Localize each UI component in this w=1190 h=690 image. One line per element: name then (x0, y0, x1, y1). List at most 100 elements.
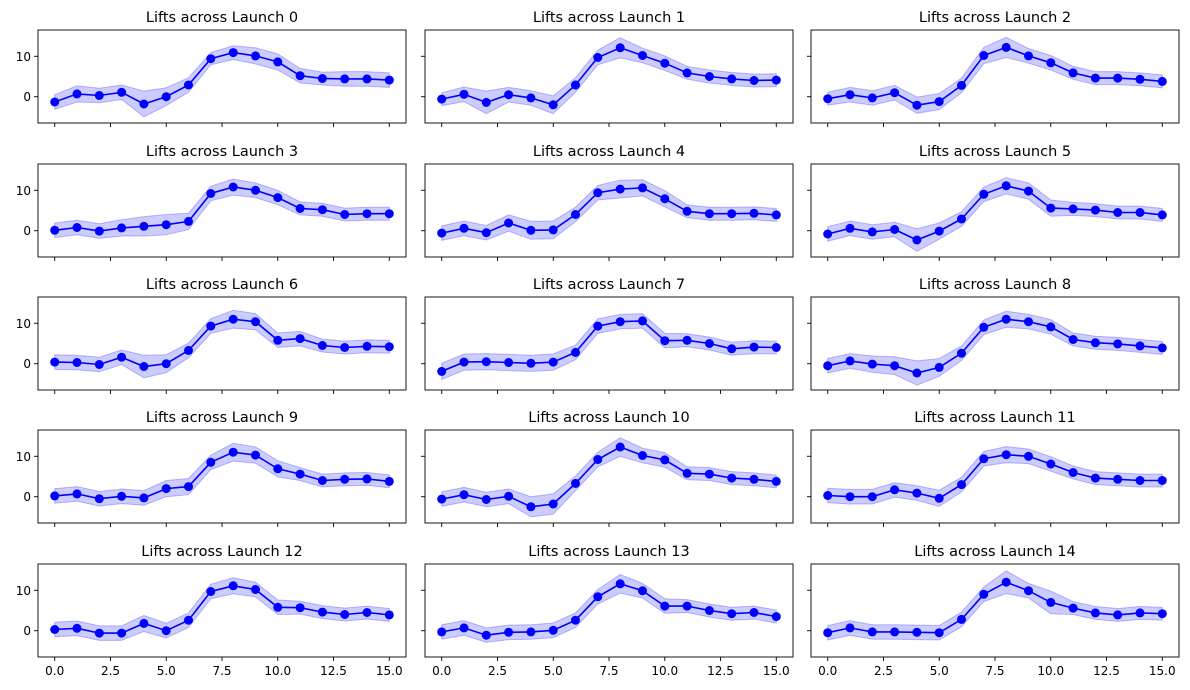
data-point (317, 74, 327, 83)
data-point (459, 490, 469, 500)
data-point (94, 226, 104, 236)
data-point (437, 366, 447, 376)
data-point (771, 612, 781, 622)
data-point (1113, 610, 1123, 620)
data-point (459, 89, 469, 99)
data-point (273, 57, 283, 67)
data-point (526, 502, 536, 512)
subplot-11: Lifts across Launch 11 (807, 410, 1180, 527)
data-point (206, 321, 216, 331)
data-point (548, 625, 558, 635)
series-line (827, 184, 1163, 241)
data-point (890, 88, 900, 98)
data-point (251, 585, 260, 594)
data-point (890, 485, 900, 495)
data-point (934, 362, 944, 372)
data-point (912, 235, 922, 245)
y-tick-label: 0 (23, 224, 31, 238)
x-tick-label: 12.5 (320, 664, 347, 678)
x-tick-label: 7.5 (212, 664, 231, 678)
data-point (228, 314, 238, 324)
data-point (704, 606, 714, 615)
data-point (704, 209, 714, 219)
data-point (50, 357, 60, 367)
data-point (273, 602, 283, 612)
x-tick-label: 12.5 (707, 664, 734, 678)
data-point (682, 601, 692, 611)
data-point (823, 491, 833, 500)
data-point (340, 74, 350, 84)
data-point (1157, 343, 1167, 353)
data-point (727, 209, 737, 219)
series-line (54, 186, 390, 232)
data-point (362, 341, 372, 351)
data-point (638, 451, 647, 460)
data-point (481, 97, 491, 107)
data-point (139, 362, 149, 371)
data-point (481, 495, 491, 504)
data-point (704, 469, 714, 479)
data-point (979, 51, 989, 60)
data-point (139, 493, 149, 503)
data-point (1135, 208, 1145, 217)
data-point (1157, 210, 1167, 220)
subplot-2: Lifts across Launch 2 (807, 10, 1180, 127)
series-line (441, 320, 777, 373)
data-point (660, 58, 670, 68)
data-point (934, 97, 944, 107)
data-point (72, 89, 82, 99)
data-point (571, 615, 580, 625)
data-point (660, 601, 670, 611)
data-point (504, 627, 514, 637)
y-tick-label: 0 (23, 624, 31, 638)
series-line (827, 453, 1163, 500)
data-point (593, 455, 603, 464)
data-point (1135, 74, 1145, 84)
data-point (890, 225, 900, 234)
subplot-title: Lifts across Launch 3 (146, 144, 298, 160)
data-point (934, 226, 944, 236)
data-point (72, 623, 82, 633)
data-point (823, 229, 833, 239)
subplot-7: Lifts across Launch 7 (421, 277, 794, 394)
data-point (571, 478, 580, 488)
series-line (441, 187, 777, 234)
data-point (1113, 73, 1123, 83)
data-point (317, 607, 327, 617)
data-point (771, 75, 781, 85)
data-point (504, 358, 514, 367)
confidence-band (441, 179, 777, 242)
data-point (979, 322, 989, 332)
subplot-title: Lifts across Launch 4 (533, 144, 685, 160)
x-tick-label: 10.0 (1037, 664, 1064, 678)
data-point (1090, 473, 1100, 483)
x-tick-label: 0.0 (818, 664, 837, 678)
x-tick-label: 7.5 (985, 664, 1004, 678)
confidence-band (827, 36, 1163, 114)
data-point (1090, 608, 1100, 618)
confidence-band (827, 570, 1163, 641)
data-point (727, 609, 737, 619)
confidence-band (827, 446, 1163, 507)
data-point (771, 343, 781, 352)
data-point (979, 454, 989, 464)
x-tick-label: 2.5 (488, 664, 507, 678)
y-tick-label: 0 (23, 90, 31, 104)
data-point (704, 72, 714, 81)
data-point (867, 93, 877, 103)
series-line (827, 46, 1163, 107)
data-point (437, 228, 447, 238)
data-point (437, 627, 447, 637)
data-point (1046, 58, 1056, 68)
data-point (1090, 205, 1100, 215)
data-point (845, 492, 855, 502)
data-point (1024, 186, 1033, 196)
data-point (184, 345, 193, 355)
data-point (481, 630, 491, 640)
data-point (1046, 203, 1056, 213)
subplot-title: Lifts across Launch 12 (141, 544, 302, 560)
data-point (890, 361, 900, 371)
data-point (1068, 68, 1078, 78)
data-point (1090, 338, 1100, 348)
subplot-title: Lifts across Launch 5 (919, 144, 1071, 160)
